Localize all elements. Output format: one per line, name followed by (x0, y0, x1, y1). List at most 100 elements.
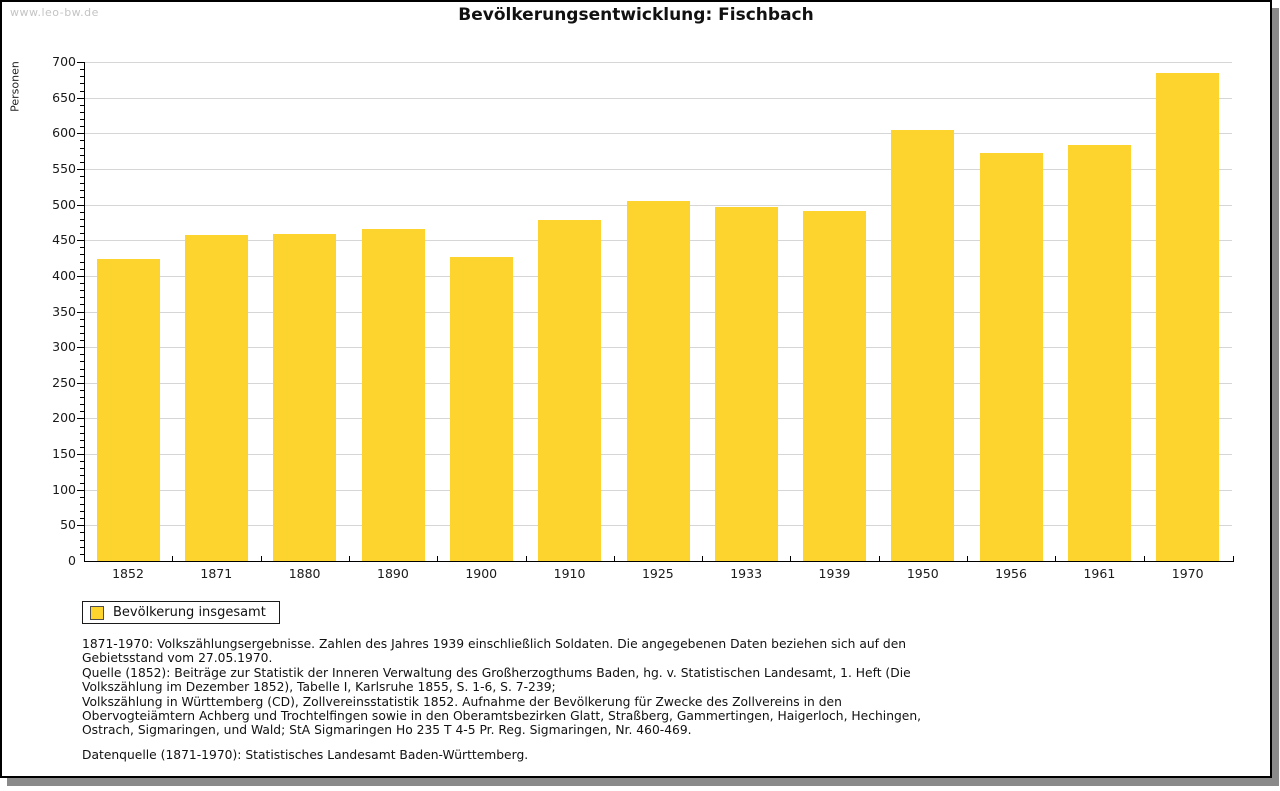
y-minor-tick (80, 297, 84, 299)
y-minor-tick (80, 176, 84, 178)
y-minor-tick (80, 532, 84, 534)
y-minor-tick (80, 104, 84, 106)
x-boundary-tick (1055, 556, 1057, 561)
y-minor-tick (80, 340, 84, 341)
y-minor-tick (80, 69, 84, 71)
y-minor-tick (80, 268, 84, 270)
y-minor-tick (80, 354, 84, 356)
bar (449, 257, 513, 561)
x-tick-label: 1910 (553, 566, 586, 581)
y-tick-label: 350 (52, 303, 76, 319)
y-minor-tick (80, 475, 84, 477)
x-boundary-tick (613, 556, 615, 561)
y-minor-tick (80, 147, 84, 149)
y-major-tick (77, 311, 84, 313)
x-boundary-tick (525, 556, 527, 561)
x-boundary-tick (967, 556, 969, 561)
y-minor-tick (80, 233, 84, 235)
y-tick-label: 550 (52, 160, 76, 176)
y-minor-tick (80, 190, 84, 192)
y-minor-tick (80, 546, 84, 548)
y-tick-label: 150 (52, 446, 76, 462)
x-boundary-tick (260, 556, 262, 561)
y-minor-tick (80, 397, 84, 399)
y-minor-tick (80, 218, 84, 220)
x-tick-label: 1871 (200, 566, 233, 581)
y-major-tick (77, 525, 84, 527)
y-minor-tick (80, 304, 84, 306)
y-tick-label: 650 (52, 89, 76, 105)
y-minor-tick (80, 290, 84, 292)
y-minor-tick (80, 126, 84, 128)
y-minor-tick (80, 496, 84, 498)
y-minor-tick (80, 225, 84, 227)
gridline (85, 133, 1232, 135)
gridline (85, 168, 1232, 170)
bar (803, 210, 867, 561)
y-major-tick (77, 204, 84, 206)
x-tick-label: 1950 (906, 566, 939, 581)
y-minor-tick (80, 511, 84, 513)
x-boundary-tick (878, 556, 880, 561)
y-minor-tick (80, 518, 84, 520)
y-minor-tick (80, 482, 84, 484)
x-tick-label: 1933 (730, 566, 763, 581)
footer-paragraph: 1871-1970: Volkszählungsergebnisse. Zahl… (82, 637, 907, 666)
x-tick-label: 1880 (288, 566, 321, 581)
bar (96, 258, 160, 561)
y-minor-tick (80, 154, 84, 156)
y-major-tick (77, 97, 84, 99)
y-tick-label-zero: 0 (68, 553, 76, 568)
y-minor-tick (80, 261, 84, 263)
y-major-tick (77, 133, 84, 135)
x-boundary-tick (790, 556, 792, 561)
y-tick-label: 450 (52, 232, 76, 248)
x-boundary-tick (702, 556, 704, 561)
y-major-tick (77, 240, 84, 242)
y-minor-tick (80, 361, 84, 363)
legend-label: Bevölkerung insgesamt (113, 605, 266, 620)
y-minor-tick (80, 90, 84, 92)
y-minor-tick (80, 439, 84, 441)
y-minor-tick (80, 389, 84, 391)
y-major-tick (77, 168, 84, 170)
x-tick-label: 1900 (465, 566, 498, 581)
y-minor-tick (80, 282, 84, 284)
x-tick-label: 1939 (818, 566, 851, 581)
y-minor-tick (80, 161, 84, 163)
y-minor-tick (80, 375, 84, 377)
y-minor-tick (80, 332, 84, 334)
y-minor-tick (80, 111, 84, 113)
x-tick-label: 1961 (1083, 566, 1116, 581)
y-minor-tick (80, 83, 84, 85)
y-major-tick (77, 382, 84, 384)
bar (184, 234, 248, 561)
y-minor-tick (80, 539, 84, 541)
x-tick-label: 1890 (377, 566, 409, 581)
y-major-tick (77, 275, 84, 277)
y-tick-label: 500 (52, 196, 76, 212)
bar (1068, 144, 1132, 561)
chart-title: Bevölkerungsentwicklung: Fischbach (458, 5, 814, 25)
bar (538, 219, 602, 561)
bar (891, 129, 955, 561)
y-minor-tick (80, 318, 84, 320)
y-minor-tick (80, 468, 84, 470)
bar (273, 233, 337, 561)
gridline (85, 97, 1232, 99)
y-minor-tick (80, 368, 84, 370)
footer-paragraph: Volkszählung in Württemberg (CD), Zollve… (82, 694, 922, 738)
x-tick-label: 1970 (1171, 566, 1204, 581)
x-tick-label: 1852 (112, 566, 144, 581)
footer-paragraph: Datenquelle (1871-1970): Statistisches L… (82, 747, 529, 762)
legend-swatch-icon (90, 605, 104, 620)
y-tick-label: 250 (52, 374, 76, 390)
y-major-tick (77, 454, 84, 456)
y-minor-tick (80, 247, 84, 249)
y-major-tick (77, 62, 84, 63)
x-tick-label: 1956 (995, 566, 1027, 581)
y-minor-tick (80, 211, 84, 213)
x-axis (84, 561, 1234, 562)
x-boundary-tick (1143, 556, 1145, 561)
y-major-tick (77, 347, 84, 349)
